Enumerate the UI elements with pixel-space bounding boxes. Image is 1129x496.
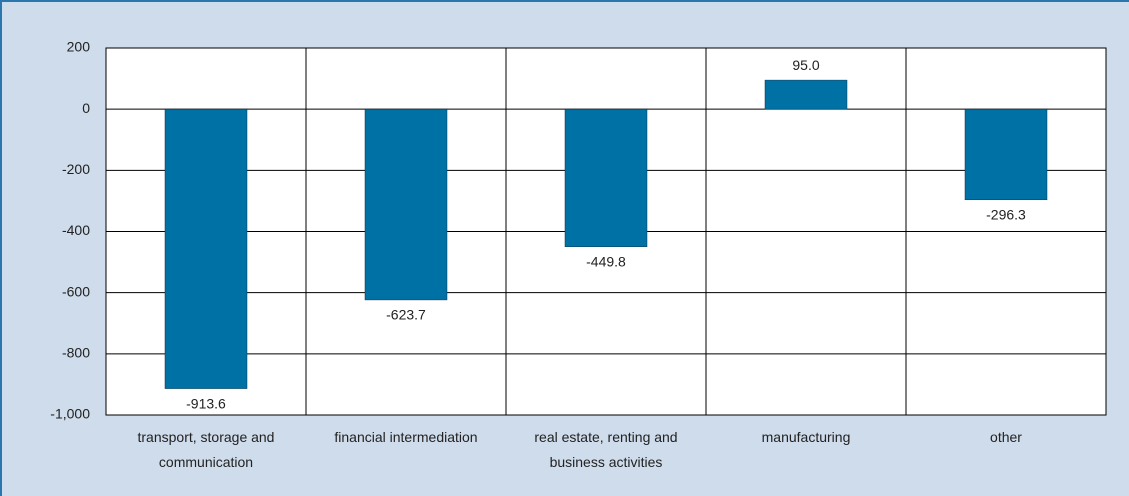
y-tick-label: -200 bbox=[62, 161, 90, 177]
value-label: -913.6 bbox=[186, 395, 226, 411]
bar bbox=[564, 108, 648, 247]
x-tick-label: real estate, renting and business activi… bbox=[534, 429, 678, 470]
bar bbox=[764, 79, 848, 110]
x-tick-label: financial intermediation bbox=[334, 429, 478, 445]
value-label: -296.3 bbox=[986, 206, 1026, 222]
y-tick-label: -800 bbox=[62, 345, 90, 361]
bar bbox=[164, 108, 248, 389]
value-label: 95.0 bbox=[792, 57, 819, 73]
x-tick-label: other bbox=[990, 429, 1022, 445]
y-tick-label: -1,000 bbox=[50, 406, 90, 422]
y-tick-label: 0 bbox=[82, 100, 90, 116]
y-tick-label: 200 bbox=[67, 39, 91, 55]
x-tick-label: transport, storage and communication bbox=[137, 429, 275, 470]
bar bbox=[964, 108, 1048, 201]
y-tick-label: -600 bbox=[62, 283, 90, 299]
value-label: -623.7 bbox=[386, 307, 426, 323]
value-label: -449.8 bbox=[586, 253, 626, 269]
y-tick-label: -400 bbox=[62, 222, 90, 238]
bar bbox=[364, 108, 448, 301]
x-tick-label: manufacturing bbox=[761, 429, 851, 445]
